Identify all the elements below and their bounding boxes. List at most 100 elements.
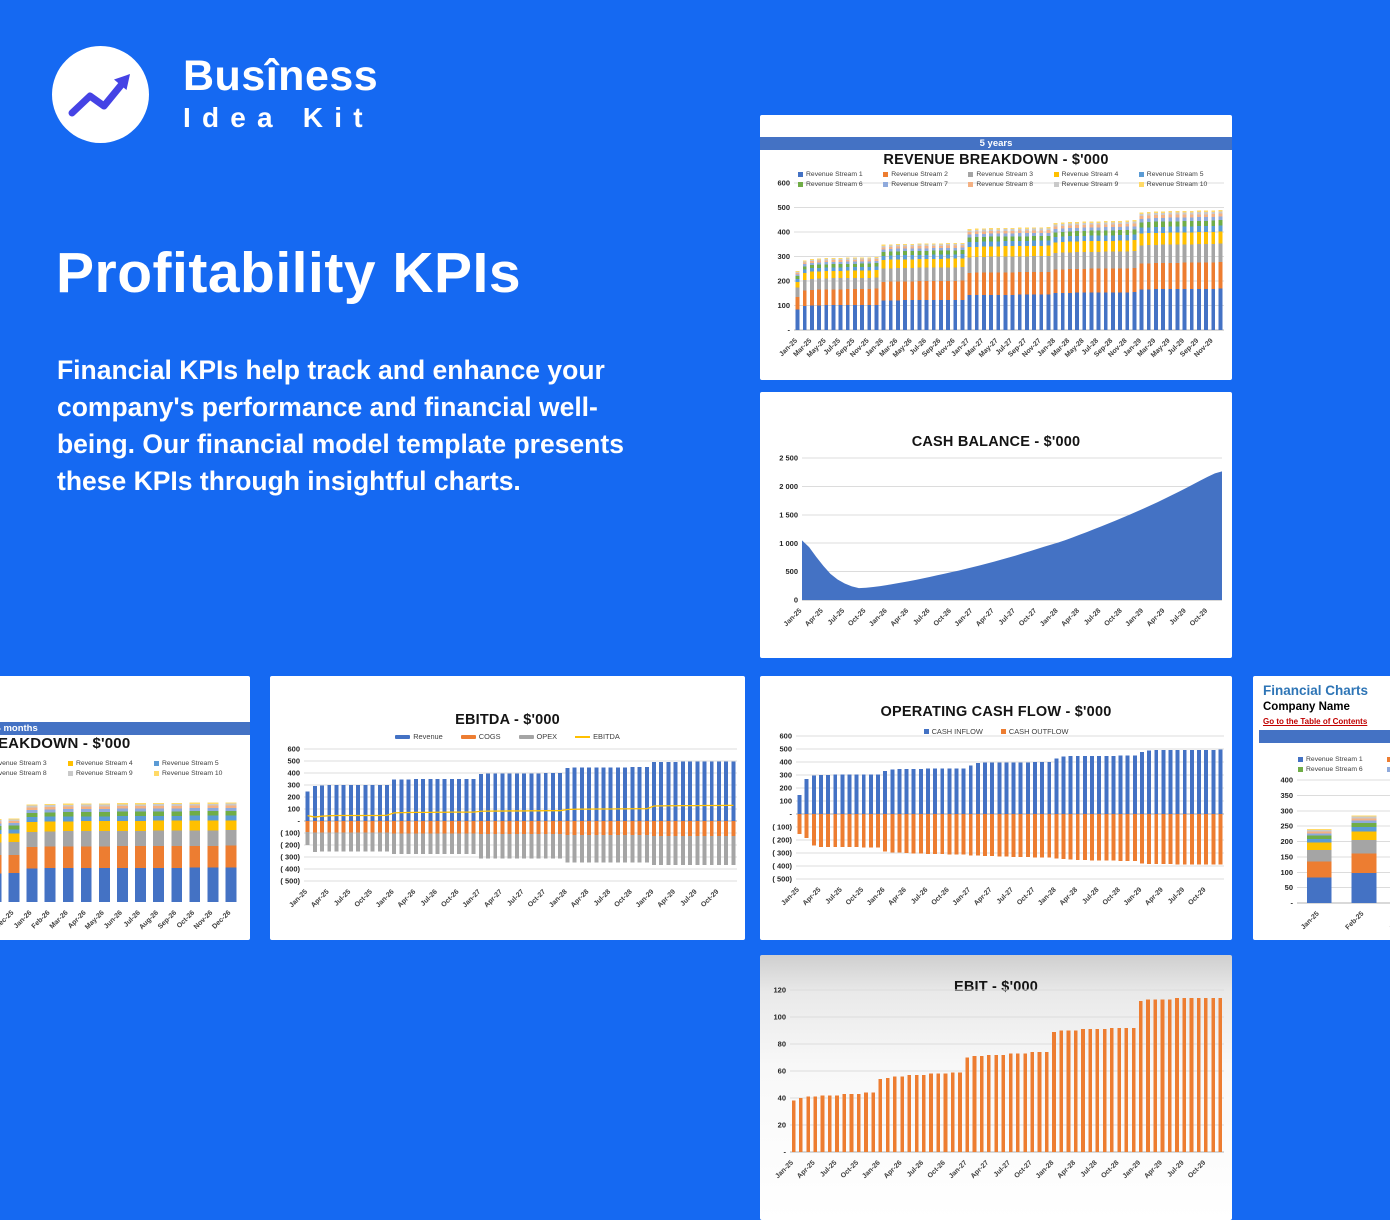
svg-text:( 400): ( 400) — [772, 862, 792, 871]
svg-text:Oct-28: Oct-28 — [1103, 607, 1123, 627]
svg-text:120: 120 — [773, 986, 786, 995]
legend-label: Revenue Stream 1 — [806, 171, 863, 178]
svg-text:300: 300 — [779, 771, 792, 780]
svg-text:100: 100 — [773, 1013, 786, 1022]
svg-text:Apr-26: Apr-26 — [890, 607, 911, 628]
chart-card-ebit: EBIT - $'000 120 100 80 60 40 20 - Jan-25 Apr-25… — [760, 955, 1232, 1220]
svg-text:40: 40 — [778, 1094, 786, 1103]
legend-item: Revenue Stream 2 — [1387, 756, 1390, 763]
svg-text:Oct-27: Oct-27 — [1018, 607, 1038, 627]
legend-item: COGS — [460, 732, 501, 741]
svg-text:300: 300 — [777, 252, 790, 261]
chart-card-cash-balance: CASH BALANCE - $'000 2 500 2 000 1 500 1 00… — [760, 392, 1232, 658]
legend-item: Revenue Stream 2 — [883, 171, 968, 178]
svg-text:Nov-26: Nov-26 — [193, 909, 215, 931]
svg-text:500: 500 — [785, 567, 798, 576]
svg-text:Jan-29: Jan-29 — [635, 888, 656, 909]
svg-text:Apr-28: Apr-28 — [570, 888, 591, 909]
svg-text:100: 100 — [1280, 868, 1293, 877]
legend-item: Revenue Stream 10 — [154, 770, 240, 777]
page-background: { "brand": { "name_top": "Busîness", "na… — [0, 46, 1390, 1220]
svg-text:Jul-28: Jul-28 — [1083, 607, 1102, 626]
svg-text:Jan-26: Jan-26 — [375, 888, 396, 909]
legend-marker — [968, 182, 974, 187]
svg-text:Sep-26: Sep-26 — [157, 909, 178, 930]
legend-item: Revenue Stream 1 — [798, 171, 883, 178]
svg-text:Oct-26: Oct-26 — [933, 607, 953, 627]
svg-text:Apr-25: Apr-25 — [804, 607, 825, 628]
chart-legend: CASH INFLOW CASH OUTFLOW — [760, 727, 1232, 736]
svg-text:Dec-26: Dec-26 — [211, 909, 232, 930]
svg-text:Jan-28: Jan-28 — [1037, 886, 1058, 907]
legend-item: Revenue — [395, 732, 443, 741]
legend-marker — [575, 735, 591, 738]
svg-text:Jan-27: Jan-27 — [954, 607, 975, 628]
svg-text:Mar-26: Mar-26 — [49, 909, 70, 930]
svg-text:Jan-27: Jan-27 — [952, 886, 973, 907]
chart-title: CASH BALANCE - $'000 — [911, 434, 1081, 450]
svg-text:Apr-25: Apr-25 — [796, 1159, 817, 1180]
chart-card-revenue-breakdown-5y: 5 years REVENUE BREAKDOWN - $'000 600 500… — [760, 115, 1232, 380]
legend-marker — [883, 172, 889, 177]
legend-item: Revenue Stream 6 — [798, 181, 883, 188]
svg-text:Jul-29: Jul-29 — [1169, 607, 1188, 626]
legend-marker — [798, 182, 803, 187]
brand-name-top: Busîness — [183, 52, 379, 100]
svg-text:Oct-27: Oct-27 — [527, 888, 547, 908]
svg-text:Apr-29: Apr-29 — [1144, 886, 1165, 907]
legend-label: Revenue Stream 10 — [1146, 181, 1208, 188]
svg-text:Jun-26: Jun-26 — [103, 909, 124, 930]
brand-name: Busîness Idea Kit — [183, 55, 378, 132]
chart-title: EBITDA - $'000 — [455, 712, 560, 728]
chart-legend: Revenue Stream 1 Revenue Stream 2 Revenue … — [1298, 756, 1390, 773]
svg-text:Jul-28: Jul-28 — [1080, 1159, 1099, 1178]
legend-label: Revenue Stream 4 — [1061, 171, 1119, 178]
svg-text:Jul-26: Jul-26 — [906, 1159, 925, 1178]
legend-item: Revenue Stream 5 — [1138, 171, 1224, 178]
legend-item: EBITDA — [575, 732, 620, 741]
financial-charts-heading: Financial Charts — [1263, 683, 1369, 698]
svg-text:Jan-26: Jan-26 — [866, 886, 887, 907]
svg-text:Jul-28: Jul-28 — [593, 888, 612, 907]
svg-text:200: 200 — [777, 277, 790, 286]
svg-text:-: - — [790, 810, 793, 819]
chart-plot-revenue-24m: Jan-25Feb-25Mar-25Apr-25May-25Jun-25Jul-… — [0, 676, 250, 940]
chart-card-ebitda: EBITDA - $'000 600 500 400 300 200 100 - ( 100)… — [270, 676, 745, 940]
svg-text:Jan-25: Jan-25 — [288, 888, 309, 909]
svg-text:Apr-27: Apr-27 — [973, 886, 994, 907]
svg-text:Jan-28: Jan-28 — [1039, 607, 1060, 628]
chart-title: OPERATING CASH FLOW - $'000 — [880, 704, 1112, 720]
legend-marker — [798, 172, 803, 177]
svg-text:1 000: 1 000 — [779, 539, 798, 548]
svg-text:20: 20 — [778, 1121, 786, 1130]
chart-card-financial-charts: Financial Charts Company Name Go to the … — [1253, 676, 1390, 940]
legend-label: CASH INFLOW — [931, 727, 983, 736]
svg-text:Jul-26: Jul-26 — [910, 886, 929, 905]
legend-label: Revenue Stream 3 — [0, 760, 47, 767]
legend-label: Revenue — [413, 732, 443, 741]
svg-text:200: 200 — [1280, 837, 1293, 846]
svg-text:Jan-26: Jan-26 — [13, 909, 34, 930]
chart-plot-cash-balance: 2 500 2 000 1 500 1 000 500 0 Jan-25 Apr-25 Jul-… — [760, 392, 1232, 658]
svg-text:Oct-27: Oct-27 — [1016, 886, 1036, 906]
legend-label: Revenue Stream 9 — [1061, 181, 1119, 188]
svg-text:-: - — [784, 1148, 787, 1157]
legend-marker — [1000, 729, 1006, 734]
svg-text:( 300): ( 300) — [280, 853, 300, 862]
svg-text:500: 500 — [777, 203, 790, 212]
svg-text:Jan-26: Jan-26 — [861, 1159, 882, 1180]
legend-marker — [1053, 172, 1059, 177]
table-of-contents-link[interactable]: Go to the Table of Contents — [1263, 717, 1368, 726]
legend-label: EBITDA — [593, 732, 620, 741]
legend-marker — [154, 771, 159, 776]
legend-label: Revenue Stream 2 — [891, 171, 948, 178]
svg-text:Oct-27: Oct-27 — [1013, 1159, 1033, 1179]
svg-text:-: - — [788, 326, 791, 335]
svg-text:Jul-27: Jul-27 — [998, 607, 1017, 626]
legend-label: Revenue Stream 6 — [1306, 766, 1363, 773]
svg-text:Apr-25: Apr-25 — [802, 886, 823, 907]
legend-label: Revenue Stream 7 — [891, 181, 948, 188]
svg-text:Apr-29: Apr-29 — [656, 888, 677, 909]
svg-text:Apr-26: Apr-26 — [397, 888, 418, 909]
svg-text:Apr-28: Apr-28 — [1056, 1159, 1077, 1180]
